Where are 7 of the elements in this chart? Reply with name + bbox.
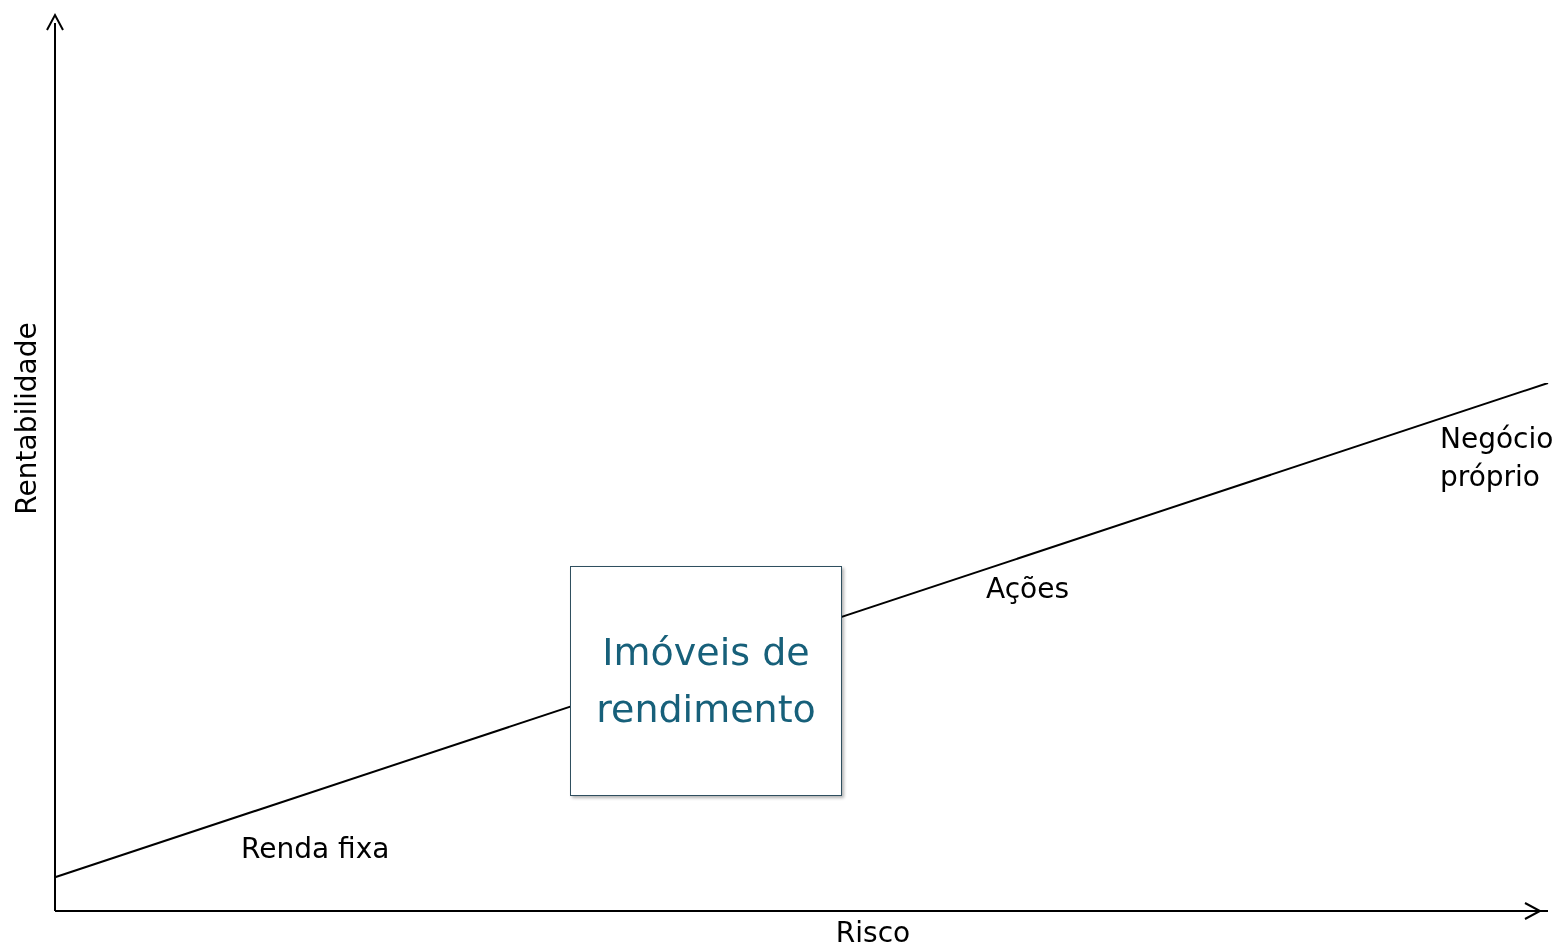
annotation: Ações [986, 571, 1070, 607]
annotation: Renda fixa [241, 831, 391, 867]
x-axis-title: Risco [834, 916, 912, 949]
y-axis-title: Rentabilidade [9, 321, 43, 515]
annotation: Imóveis de rendimento [595, 629, 817, 733]
annotation: Negócio próprio [1440, 421, 1555, 495]
label-box: Imóveis de rendimento [570, 566, 842, 796]
